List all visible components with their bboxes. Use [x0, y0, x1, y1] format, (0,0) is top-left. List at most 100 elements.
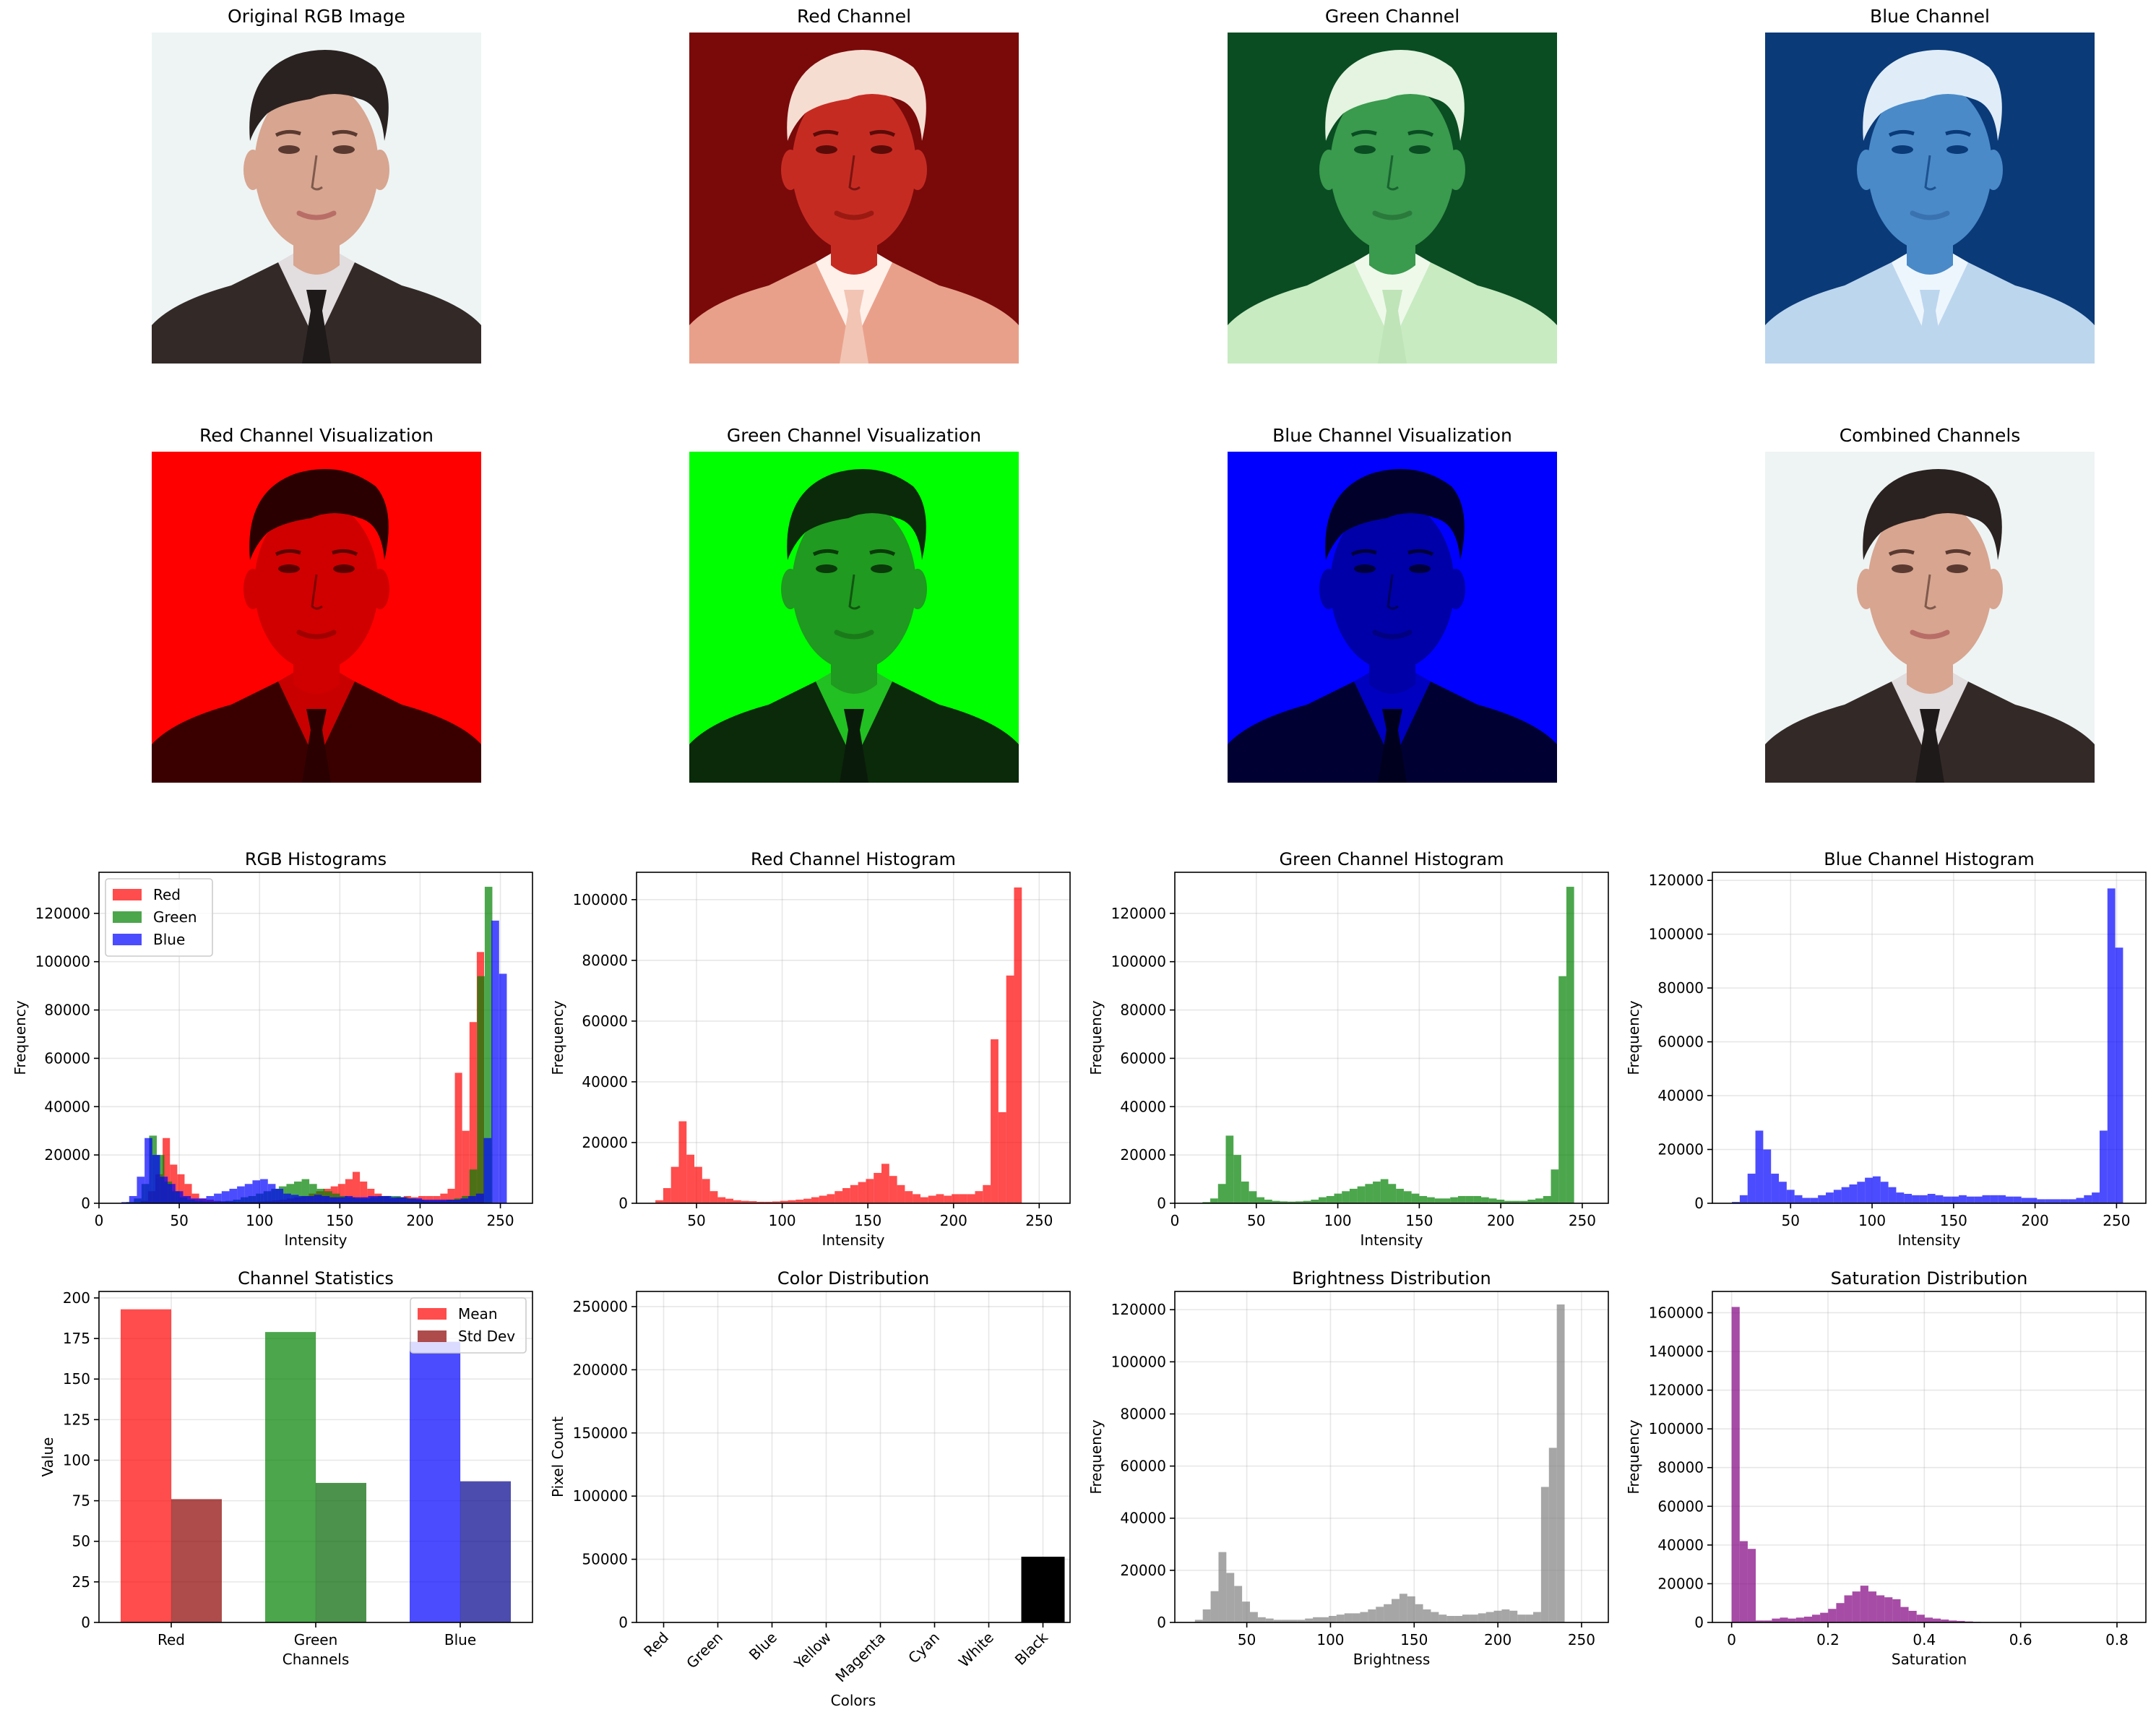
y-tick-label: 100000 — [1111, 953, 1166, 971]
y-tick-label: 20000 — [44, 1146, 90, 1164]
histogram-bar — [1810, 1197, 1819, 1203]
histogram-bar — [399, 1197, 407, 1203]
histogram-bar — [1493, 1610, 1502, 1622]
histogram-bar — [275, 1188, 284, 1203]
histogram-bar — [244, 1184, 253, 1203]
histogram-bar — [803, 1198, 811, 1203]
bar-std-dev — [171, 1499, 222, 1622]
y-tick-label: 0 — [1157, 1614, 1166, 1631]
histogram-bar — [198, 1198, 207, 1203]
panel-title: Blue Channel — [1870, 6, 1990, 27]
histogram-bar — [1941, 1619, 1949, 1622]
histogram-bar — [491, 920, 499, 1203]
histogram-bar — [897, 1184, 905, 1203]
histogram-bar — [952, 1194, 960, 1203]
histogram-bar — [1904, 1193, 1913, 1203]
legend: Red Green Blue — [105, 878, 213, 957]
histogram-bar — [414, 1198, 423, 1203]
histogram-bar — [725, 1198, 733, 1203]
histogram-bar — [1450, 1197, 1458, 1203]
histogram-bar — [214, 1193, 222, 1203]
histogram-bar — [1747, 1174, 1756, 1203]
histogram-bar — [1990, 1195, 1998, 1203]
y-tick-label: 75 — [72, 1492, 90, 1510]
histogram-bar — [1872, 1176, 1881, 1203]
y-axis-label: Pixel Count — [549, 1416, 566, 1497]
histogram-bar — [191, 1198, 199, 1203]
histogram-bar — [2068, 1199, 2077, 1203]
histogram-bar — [429, 1199, 438, 1203]
x-tick-label: Black — [1012, 1628, 1052, 1669]
histogram-bar — [353, 1197, 361, 1203]
histogram-bar — [1446, 1615, 1455, 1622]
y-tick-label: 40000 — [1657, 1087, 1704, 1104]
x-tick-label: 200 — [2022, 1212, 2049, 1229]
histogram-bar — [842, 1187, 850, 1203]
histogram-bar — [764, 1201, 772, 1203]
histogram-bar — [1786, 1190, 1795, 1203]
histogram-bar — [160, 1177, 168, 1203]
histogram-bar — [1368, 1609, 1376, 1622]
y-tick-label: 175 — [63, 1330, 90, 1347]
x-axis-label: Intensity — [1360, 1231, 1423, 1249]
histogram-bar — [1959, 1195, 1967, 1203]
histogram-bar — [1342, 1191, 1350, 1203]
red-channel-visualization-image — [152, 452, 481, 783]
x-tick-label: 0.8 — [2105, 1631, 2129, 1648]
blue-hist-chart: 0 20000 40000 60000 80000 100000 120000 50 100 15… — [1625, 849, 2147, 1249]
histogram-bar — [360, 1181, 368, 1203]
histogram-bar — [1982, 1195, 1991, 1203]
histogram-bar — [454, 1072, 462, 1203]
y-tick-label: 60000 — [44, 1049, 90, 1067]
y-tick-label: 0 — [81, 1195, 90, 1212]
legend-label: Blue — [153, 931, 185, 948]
histogram-bar — [440, 1193, 448, 1203]
chart-title: Brightness Distribution — [1292, 1268, 1491, 1289]
histogram-bar — [913, 1194, 920, 1203]
histogram-bar — [1512, 1200, 1520, 1203]
histogram-bar — [1771, 1174, 1780, 1203]
panel-title: Original RGB Image — [228, 6, 405, 27]
histogram-bar — [1210, 1591, 1219, 1622]
y-axis-label: Value — [39, 1437, 56, 1477]
x-tick-label: 200 — [1484, 1631, 1512, 1648]
histogram-bar — [1392, 1599, 1400, 1622]
brightness-chart: 0 20000 40000 60000 80000 100000 120000 50 100 15… — [1087, 1268, 1609, 1668]
histogram-bar — [184, 1184, 192, 1203]
y-tick-label: 120000 — [35, 905, 90, 922]
histogram-bar — [1303, 1200, 1311, 1203]
histogram-bar — [1242, 1601, 1251, 1622]
histogram-bar — [1403, 1191, 1412, 1203]
histogram-bar — [670, 1166, 679, 1203]
histogram-bar — [1439, 1614, 1447, 1622]
histogram-bar — [835, 1191, 843, 1203]
histogram-bar — [959, 1194, 967, 1203]
histogram-bar — [936, 1194, 944, 1203]
x-tick-label: Red — [158, 1631, 185, 1648]
y-tick-label: 0 — [81, 1614, 90, 1631]
rgb-hist-chart: 0 20000 40000 60000 80000 100000 120000 0 50 100 1… — [12, 849, 533, 1249]
histogram-bar — [1731, 1307, 1740, 1622]
y-tick-label: 100 — [63, 1451, 90, 1469]
bar-mean — [265, 1332, 316, 1622]
histogram-bar — [1334, 1193, 1342, 1203]
histogram-bar — [1933, 1618, 1941, 1622]
x-tick-label: 50 — [1782, 1212, 1800, 1229]
legend-label: Red — [153, 886, 181, 903]
histogram-bar — [475, 1193, 484, 1203]
x-tick-label: 0.4 — [1913, 1631, 1936, 1648]
histogram-bar — [1924, 1617, 1933, 1622]
histogram-bar — [301, 1179, 310, 1203]
histogram-bar — [1407, 1596, 1415, 1622]
chart-title: Green Channel Histogram — [1280, 849, 1504, 869]
y-tick-label: 60000 — [1120, 1049, 1166, 1067]
histogram-bar — [1788, 1618, 1796, 1622]
histogram-bar — [905, 1191, 913, 1203]
y-tick-label: 80000 — [582, 952, 628, 969]
y-tick-label: 120000 — [1111, 1301, 1166, 1318]
bar-mean — [121, 1309, 171, 1622]
portrait-illustration — [689, 33, 1019, 364]
histogram-bar — [391, 1197, 400, 1203]
y-tick-label: 80000 — [1657, 979, 1704, 997]
x-axis-label: Intensity — [822, 1231, 884, 1249]
